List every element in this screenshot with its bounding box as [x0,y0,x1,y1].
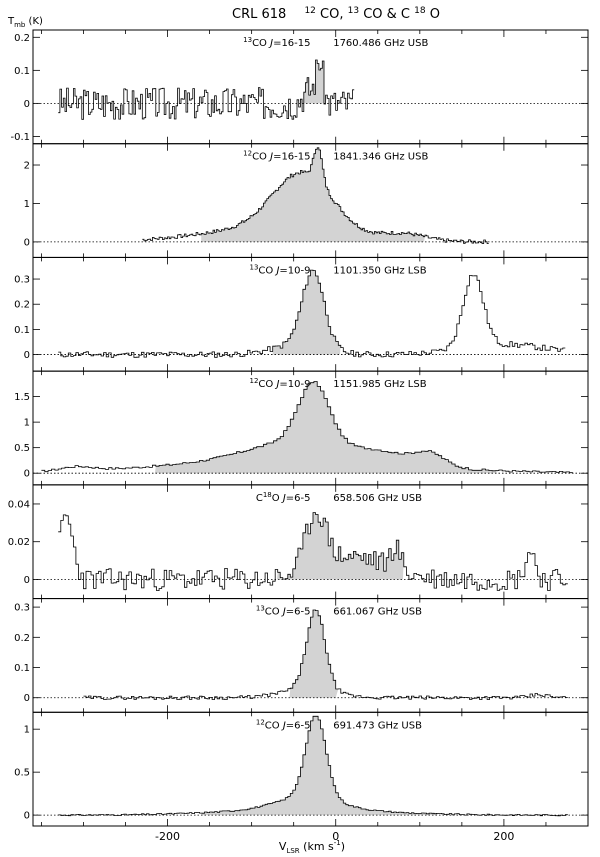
spectrum-line [58,512,568,591]
spectrum-panel-1: -0.1 0 0.1 0.2 13CO J=16-15 1760.486 GHz USB [10,29,589,145]
spectrum-line [83,609,568,700]
panel-line-label: 13CO J=6-5 [256,605,311,618]
y-tick-label: 0 [24,575,30,586]
spectrum-panel-2: 0 1 2 12CO J=16-15 1841.346 GHz USB [24,143,589,258]
panel-line-label: 13CO J=16-15 [243,36,310,49]
spectrum-panel-7: 0 0.5 1 12CO J=6-5 691.473 GHz USB [14,711,589,827]
panel-frequency-label: 1151.985 GHz LSB [333,379,427,390]
panel-line-label: 12CO J=16-15 [243,150,310,163]
panel-frequency-label: 1101.350 GHz LSB [333,265,427,276]
panel-line-label: 13CO J=10-9 [250,263,311,276]
title-mol-b: CO & C [363,7,410,22]
emission-shading [154,381,499,474]
x-tick-label: 200 [493,830,514,843]
spectrum-panel-5: 0 0.02 0.04 C18O J=6-5 658.506 GHz USB [8,484,589,600]
emission-shading [201,715,440,816]
panels-group: -0.1 0 0.1 0.2 13CO J=16-15 1760.486 GHz USB 0… [8,29,589,843]
y-tick-label: 0.2 [14,633,30,644]
y-tick-label: 0 [24,693,30,704]
y-tick-label: 1 [24,725,30,736]
title-mol-a: CO, [320,7,348,22]
x-axis-label: VLSR (km s-1) [279,839,345,855]
y-tick-label: 0.2 [14,33,30,44]
panel-line-label: 12CO J=6-5 [256,718,311,731]
y-tick-label: 0.3 [14,603,30,614]
title-iso-a: 12 [304,6,315,16]
y-tick-label: 0.1 [14,325,30,336]
panel-frequency-label: 658.506 GHz USB [333,493,422,504]
emission-shading [201,147,425,242]
panel-frequency-label: 1760.486 GHz USB [333,38,428,49]
y-tick-label: 0 [24,811,30,822]
panel-frame [32,29,589,145]
title-mol-c: O [430,7,440,22]
y-tick-label: 0.5 [14,443,30,454]
panel-line-label: 12CO J=10-9 [250,377,311,390]
emission-shading [289,610,339,698]
emission-shading [276,512,404,580]
x-tick-label: -200 [155,830,180,843]
spectrum-panel-6: 0 0.1 0.2 0.3 13CO J=6-5 661.067 GHz USB [14,598,589,713]
y-tick-label: 0 [24,237,30,248]
y-tick-label: 1 [24,199,30,210]
spectrum-line [142,147,489,244]
y-tick-label: 0 [24,99,30,110]
panel-frame [32,711,589,827]
title-iso-c: 18 [414,6,426,16]
y-axis-label: Tmb (K) [7,16,43,29]
spectrum-line [58,269,566,358]
y-tick-label: 0.02 [8,537,30,548]
y-tick-label: 0.5 [14,768,30,779]
panel-frequency-label: 661.067 GHz USB [333,607,422,618]
spectrum-line [41,381,573,474]
y-tick-label: 0.2 [14,300,30,311]
y-tick-label: 2 [24,161,30,172]
panel-frequency-label: 1841.346 GHz USB [333,152,428,163]
title-source: CRL 618 [232,7,286,22]
emission-shading [297,60,328,104]
spectrum-line [58,59,355,120]
emission-shading [272,270,341,355]
y-tick-label: 1.5 [14,392,30,403]
panel-line-label: C18O J=6-5 [256,491,311,504]
spectrum-panel-3: 0 0.1 0.2 0.3 13CO J=10-9 1101.350 GHz LSB [14,256,589,372]
spectrum-panel-4: 0 0.5 1 1.5 12CO J=10-9 1151.985 GHz LSB [14,370,589,486]
y-tick-label: 0.1 [14,663,30,674]
x-tick-label: 0 [332,830,339,843]
y-tick-label: 1 [24,418,30,429]
y-tick-label: -0.1 [10,132,30,143]
y-tick-label: 0.3 [14,275,30,286]
y-tick-label: 0 [24,469,30,480]
panel-frequency-label: 691.473 GHz USB [333,720,422,731]
y-tick-label: 0.1 [14,66,30,77]
spectrum-line [58,715,568,817]
y-tick-label: 0.04 [8,499,30,510]
figure-title: CRL 618 12 CO, 13 CO & C 18 O [232,2,440,22]
y-tick-label: 0 [24,350,30,361]
title-iso-b: 13 [348,6,359,16]
